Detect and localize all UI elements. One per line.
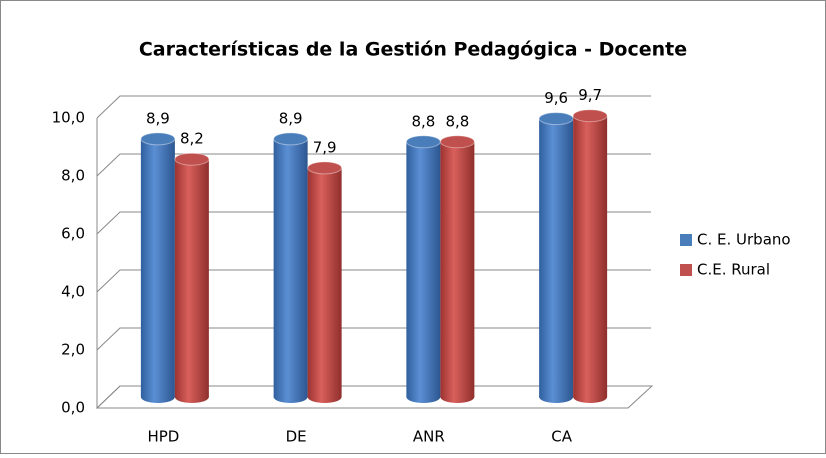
chart-title: Características de la Gestión Pedagógica… [139,39,687,61]
bar-top [572,109,608,123]
bar-top [538,112,574,126]
y-tick-label: 4,0 [61,283,85,301]
value-label: 9,7 [578,86,602,104]
y-tick-label: 8,0 [61,167,85,185]
y-tick-label: 6,0 [61,225,85,243]
bar-top [405,135,441,149]
value-label: 8,9 [146,109,170,127]
x-tick-label: CA [551,428,572,446]
x-tick-label: HPD [147,428,179,446]
bar-top [174,152,210,166]
value-label: 7,9 [313,138,337,156]
legend-swatch [680,234,692,246]
legend-swatch [680,264,692,276]
y-tick-label: 10,0 [52,109,85,127]
bar [573,115,608,397]
bar [440,141,475,397]
bar [539,118,574,397]
bar-top [439,135,475,149]
bar-top [307,161,343,175]
grid-line [96,95,651,119]
y-tick-label: 0,0 [61,399,85,417]
value-label: 8,8 [445,112,469,130]
bar [273,138,308,397]
bar [140,138,175,397]
value-label: 9,6 [544,89,568,107]
x-tick-label: ANR [413,428,445,446]
value-label: 8,9 [279,109,303,127]
bar-top [273,132,309,146]
bar [406,141,441,397]
bar [307,167,342,397]
x-tick-label: DE [286,428,307,446]
legend-label: C.E. Rural [697,261,770,279]
bar-top [140,132,176,146]
value-label: 8,8 [411,112,435,130]
bar [174,159,209,397]
legend-label: C. E. Urbano [697,231,791,249]
y-tick-label: 2,0 [61,341,85,359]
value-label: 8,2 [180,130,204,148]
